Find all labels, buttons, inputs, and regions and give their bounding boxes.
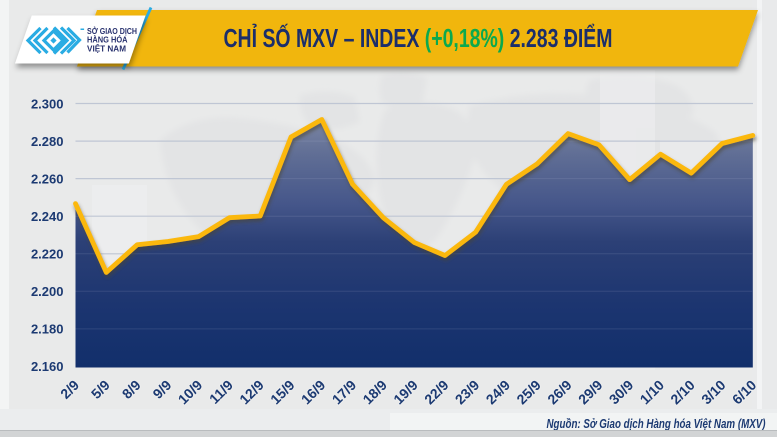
svg-text:2.280: 2.280: [31, 134, 64, 149]
svg-text:HÀNG HÓA: HÀNG HÓA: [87, 34, 128, 45]
svg-text:Nguồn: Sở Giao dịch Hàng hóa V: Nguồn: Sở Giao dịch Hàng hóa Việt Nam (M…: [547, 416, 766, 431]
svg-text:2.260: 2.260: [31, 171, 64, 186]
svg-text:SỞ GIAO DỊCH: SỞ GIAO DỊCH: [87, 25, 137, 36]
svg-text:2.180: 2.180: [31, 322, 64, 337]
svg-text:VIỆT NAM: VIỆT NAM: [87, 42, 126, 53]
svg-text:2.300: 2.300: [31, 96, 64, 111]
svg-text:CHỈ SỐ MXV – INDEX (+0,18%) 2.: CHỈ SỐ MXV – INDEX (+0,18%) 2.283 ĐIỂM: [224, 23, 613, 53]
svg-text:2.160: 2.160: [31, 359, 64, 374]
svg-text:2.240: 2.240: [31, 209, 64, 224]
svg-text:2.200: 2.200: [31, 284, 64, 299]
svg-text:2.220: 2.220: [31, 247, 64, 262]
